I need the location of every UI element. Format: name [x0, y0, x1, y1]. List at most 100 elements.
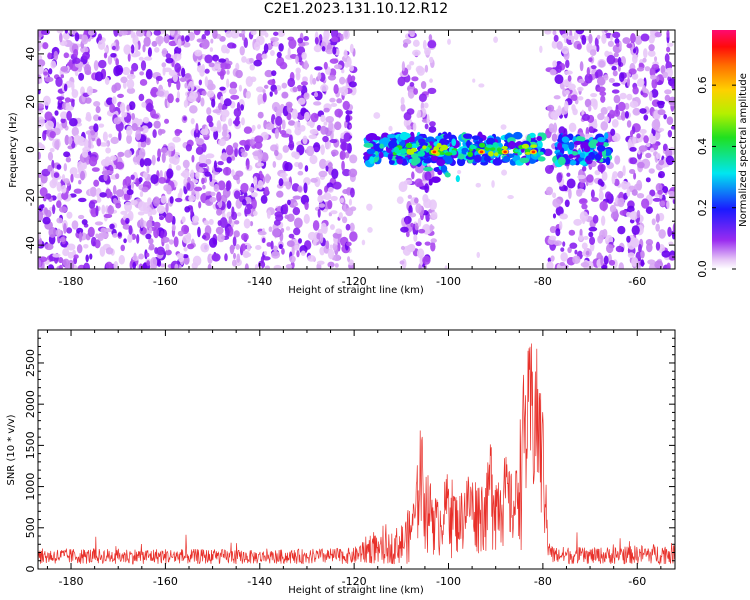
spectrogram-cell: [126, 73, 136, 80]
spectrogram-cell: [554, 74, 564, 85]
spectrogram-cell: [320, 84, 329, 92]
spectrogram-cell: [164, 249, 172, 256]
spectrogram-cell: [197, 226, 201, 238]
spectrogram-cell: [262, 92, 267, 103]
spectrogram-cell: [601, 30, 606, 34]
spectrogram-cell: [639, 128, 647, 135]
spectrogram-cell: [631, 189, 638, 196]
spectrogram-cell: [224, 63, 231, 70]
spectrogram-cell: [447, 38, 451, 45]
spectrogram-cell: [330, 149, 339, 157]
spectrogram-cell: [215, 226, 224, 235]
colorbar-tick-label: 0.0: [696, 260, 709, 278]
spectrogram-cell: [240, 243, 247, 252]
spectrogram-cell: [142, 171, 148, 179]
spectrogram-cell: [177, 230, 184, 237]
spectrogram-cell: [211, 253, 221, 262]
spectrogram-cell: [53, 50, 59, 61]
signal-cell: [430, 176, 441, 183]
spectrogram-cell: [275, 108, 282, 119]
spectrogram-axes: -180 -160 -140 -120 -100 -80 -60 -40 -20 0 20 40: [24, 30, 675, 288]
spectrogram-cell: [552, 198, 562, 208]
spectrogram-cell: [115, 58, 119, 67]
spectrogram-cell: [68, 118, 78, 127]
spectrogram-cell: [118, 131, 122, 141]
spectrogram-cell: [549, 225, 557, 234]
spectrogram-cell: [649, 147, 655, 153]
spectrogram-cell: [598, 60, 606, 68]
spectrogram-cell: [424, 171, 432, 181]
signal-cell: [568, 141, 575, 151]
spectrogram-cell: [115, 202, 122, 209]
spectrogram-cell: [126, 104, 130, 112]
spectrogram-cell: [141, 101, 147, 108]
spectrogram-cell: [596, 76, 606, 86]
spectrogram-cell: [561, 33, 568, 39]
spectrogram-cell: [662, 186, 669, 194]
spectrogram-cell: [145, 233, 152, 240]
spectrogram-cell: [566, 178, 576, 189]
spectrogram-cell: [271, 228, 281, 238]
spectrogram-cell: [330, 210, 338, 215]
spectrogram-cell: [286, 103, 292, 113]
spectrogram-cell: [152, 196, 161, 207]
spectrogram-cell: [546, 104, 555, 112]
spectrogram-cell: [174, 62, 182, 73]
spectrogram-cell: [55, 76, 63, 87]
spectrogram-cell: [334, 121, 342, 131]
spectrogram-cell: [161, 147, 168, 154]
spectrogram-cell: [312, 77, 317, 85]
spectrogram-cell: [124, 149, 133, 158]
spectrogram-cell: [60, 66, 69, 73]
spectrogram-cell: [272, 245, 278, 252]
spectrogram-cell: [285, 226, 291, 231]
spectrogram-cell: [131, 52, 139, 58]
spectrogram-cell: [115, 161, 125, 170]
signal-cell: [579, 136, 586, 142]
spectrogram-cell: [136, 233, 140, 244]
x-tick-label: -100: [436, 575, 461, 588]
spectrogram-cell: [131, 113, 136, 121]
spectrogram-cell: [159, 169, 163, 179]
signal-cell: [494, 152, 499, 157]
spectrogram-cell: [415, 65, 424, 74]
spectrogram-cell: [270, 144, 279, 152]
spectrogram-cell: [139, 217, 144, 229]
spectrogram-cell: [93, 114, 100, 122]
signal-cell: [579, 152, 584, 157]
spectrogram-cell: [69, 167, 78, 176]
spectrogram-cell: [639, 108, 647, 114]
spectrogram-cell: [257, 162, 264, 167]
spectrogram-cell: [110, 52, 117, 58]
spectrogram-cell: [654, 31, 662, 38]
spectrogram-cell: [178, 256, 184, 263]
spectrogram-cell: [420, 80, 427, 90]
spectrogram-cell: [307, 231, 317, 241]
spectrogram-cell: [131, 62, 139, 72]
signal-cell: [579, 161, 587, 166]
spectrogram-cell: [213, 183, 220, 192]
spectrogram-cell: [225, 227, 230, 238]
spectrogram-cell: [70, 173, 74, 183]
spectrogram-cell: [147, 47, 152, 58]
spectrogram-cell: [294, 127, 302, 136]
spectrogram-cell: [143, 36, 151, 47]
spectrogram-cell: [613, 109, 621, 117]
spectrogram-cell: [250, 30, 257, 36]
spectrogram-cell: [66, 227, 73, 234]
y-tick-label: 0: [24, 566, 37, 573]
spectrogram-cell: [99, 142, 108, 147]
spectrogram-cell: [398, 181, 408, 193]
spectrogram-cell: [111, 84, 118, 94]
spectrogram-cell: [266, 209, 271, 219]
spectrogram-cell: [167, 80, 172, 88]
spectrogram-cell: [330, 195, 338, 201]
colorbar-ticks: 0.0 0.2 0.4 0.6: [696, 76, 736, 278]
spectrogram-cell: [604, 191, 612, 200]
spectrogram-cell: [343, 49, 348, 59]
spectrogram-cell: [139, 71, 145, 76]
spectrogram-cell: [83, 262, 90, 269]
spectrogram-cell: [244, 208, 252, 215]
spectrogram-cell: [649, 132, 654, 144]
spectrogram-cell: [296, 250, 300, 258]
